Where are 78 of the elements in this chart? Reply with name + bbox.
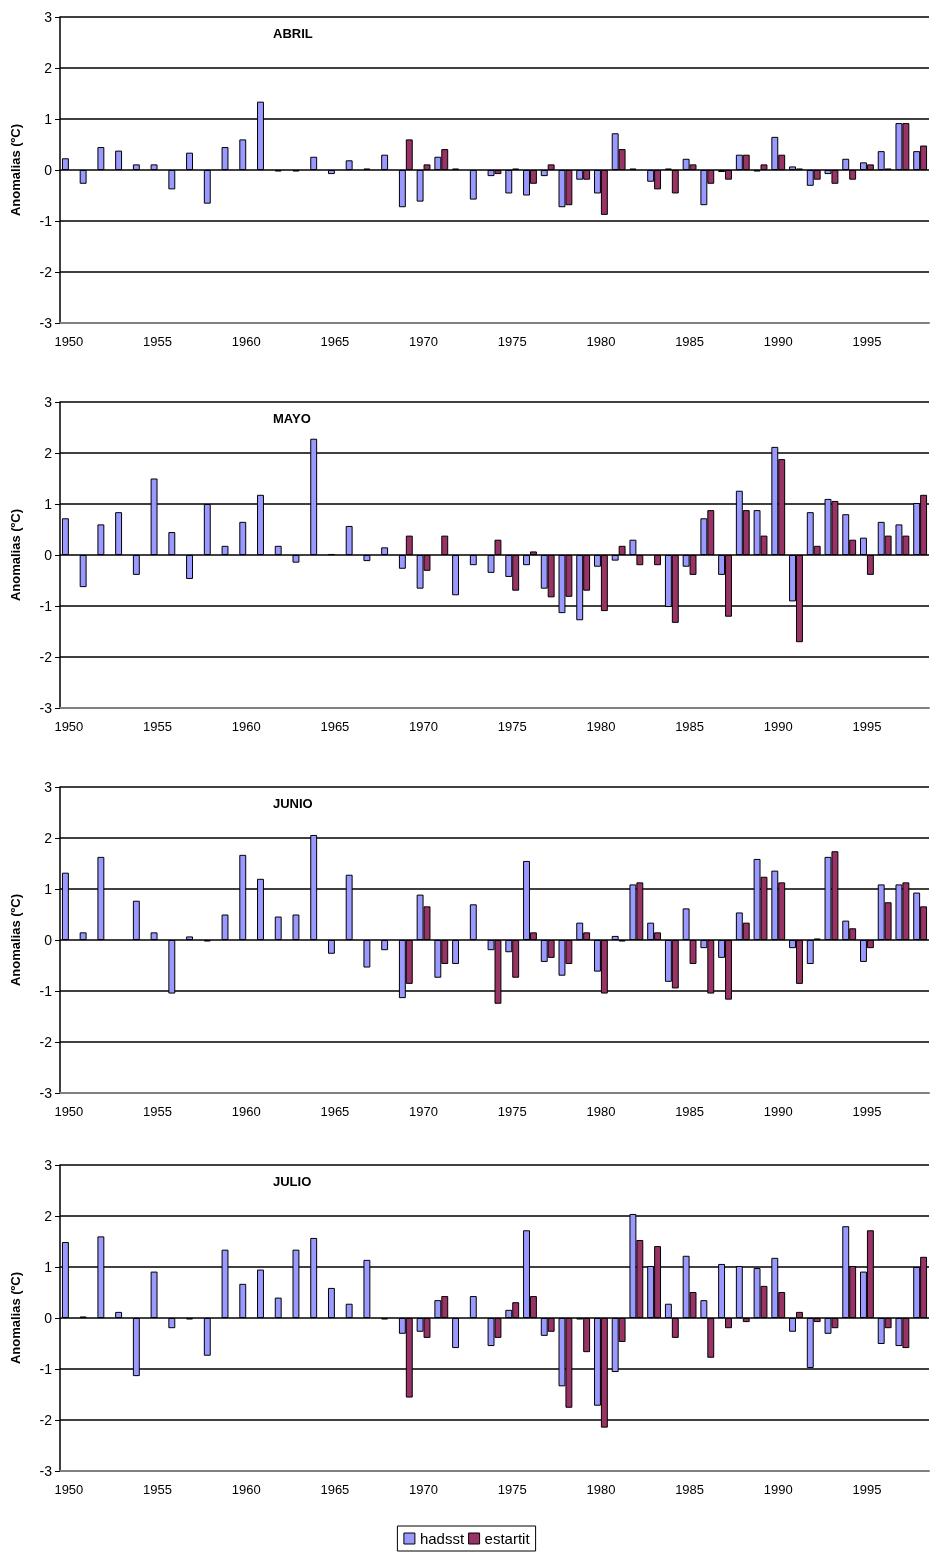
y-tick-label: 3	[44, 394, 53, 410]
y-tick-label: -1	[39, 1361, 53, 1377]
x-tick-label: 1960	[231, 1104, 261, 1119]
x-tick-label: 1970	[409, 719, 439, 734]
y-tick-label: -3	[39, 1085, 53, 1101]
x-tick-label: 1950	[54, 1104, 84, 1119]
y-tick-label: 3	[44, 779, 53, 795]
y-tick-label: -2	[39, 264, 53, 280]
x-tick-label: 1975	[497, 1104, 527, 1119]
text: JUNIO	[273, 796, 313, 811]
x-tick-label: 1980	[586, 1482, 616, 1497]
x-tick-label: 1985	[675, 1482, 705, 1497]
y-tick-label: -3	[39, 1463, 53, 1479]
y-tick-label: 2	[44, 445, 53, 461]
y-tick-label: 0	[44, 1310, 53, 1326]
x-tick-label: 1980	[586, 334, 616, 349]
y-tick-label: -1	[39, 213, 53, 229]
x-tick-label: 1980	[586, 1104, 616, 1119]
y-tick-label: 0	[44, 547, 53, 563]
text: JULIO	[273, 1174, 312, 1189]
y-tick-label: 3	[44, 9, 53, 25]
x-tick-label: 1965	[320, 1104, 350, 1119]
text: ABRIL	[273, 26, 313, 41]
x-tick-label: 1985	[675, 334, 705, 349]
x-tick-label: 1970	[409, 334, 439, 349]
y-tick-label: -2	[39, 649, 53, 665]
y-tick-label: -2	[39, 1034, 53, 1050]
x-tick-label: 1955	[143, 334, 172, 349]
legend-label: estartit	[484, 1530, 531, 1547]
x-tick-label: 1995	[852, 1104, 882, 1119]
x-tick-label: 1965	[320, 334, 350, 349]
x-tick-label: 1960	[231, 1482, 261, 1497]
y-tick-label: -2	[39, 1412, 53, 1428]
x-tick-label: 1995	[852, 334, 882, 349]
x-tick-label: 1975	[497, 1482, 527, 1497]
y-tick-label: 0	[44, 162, 53, 178]
y-tick-label: 2	[44, 60, 53, 76]
y-axis-title: Anomalias (ºC)	[8, 893, 23, 987]
x-tick-label: 1980	[586, 719, 616, 734]
x-tick-label: 1985	[675, 719, 705, 734]
x-tick-label: 1995	[852, 719, 882, 734]
y-tick-label: 1	[44, 881, 53, 897]
x-tick-label: 1990	[763, 1104, 793, 1119]
y-tick-label: -3	[39, 315, 53, 331]
x-tick-label: 1970	[409, 1104, 439, 1119]
x-tick-label: 1990	[763, 334, 793, 349]
x-tick-label: 1955	[143, 1104, 172, 1119]
x-tick-label: 1950	[54, 719, 84, 734]
x-tick-label: 1975	[497, 719, 527, 734]
y-tick-label: -1	[39, 983, 53, 999]
y-tick-label: 2	[44, 1208, 53, 1224]
y-axis-title: Anomalias (ºC)	[8, 123, 23, 217]
x-tick-label: 1990	[763, 719, 793, 734]
x-tick-label: 1975	[497, 334, 527, 349]
y-tick-label: 1	[44, 1259, 53, 1275]
y-tick-label: 3	[44, 1157, 53, 1173]
y-tick-label: 2	[44, 830, 53, 846]
x-tick-label: 1995	[852, 1482, 882, 1497]
x-tick-label: 1955	[143, 1482, 172, 1497]
y-tick-label: 1	[44, 111, 53, 127]
x-tick-label: 1950	[54, 1482, 84, 1497]
x-tick-label: 1965	[320, 719, 350, 734]
y-axis-title: Anomalias (ºC)	[8, 1271, 23, 1365]
x-tick-label: 1950	[54, 334, 84, 349]
y-tick-label: -3	[39, 700, 53, 716]
text: MAYO	[273, 411, 311, 426]
y-tick-label: -1	[39, 598, 53, 614]
y-tick-label: 1	[44, 496, 53, 512]
x-tick-label: 1955	[143, 719, 172, 734]
x-tick-label: 1960	[231, 334, 261, 349]
x-tick-label: 1970	[409, 1482, 439, 1497]
x-tick-label: 1990	[763, 1482, 793, 1497]
y-axis-title: Anomalias (ºC)	[8, 508, 23, 602]
y-tick-label: 0	[44, 932, 53, 948]
x-tick-label: 1965	[320, 1482, 350, 1497]
x-tick-label: 1960	[231, 719, 261, 734]
legend-label: hadsst	[419, 1530, 465, 1547]
x-tick-label: 1985	[675, 1104, 705, 1119]
